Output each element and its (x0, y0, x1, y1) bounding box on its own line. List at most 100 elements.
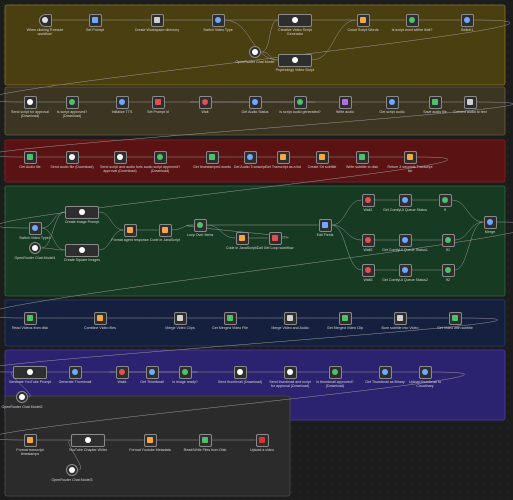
node-label: Merge Video Clips (165, 326, 195, 330)
workflow-node[interactable] (38, 13, 52, 27)
workflow-node[interactable] (158, 223, 172, 237)
workflow-node[interactable] (65, 463, 78, 476)
node-label: Switch Video Type (203, 28, 233, 32)
workflow-node[interactable] (173, 311, 187, 325)
workflow-node[interactable] (418, 365, 432, 379)
workflow-node[interactable] (28, 221, 42, 235)
workflow-node[interactable] (145, 365, 159, 379)
workflow-node[interactable] (123, 223, 137, 237)
node-label: OpenRouter Chat Model (235, 60, 275, 64)
workflow-node[interactable] (68, 365, 82, 379)
workflow-node[interactable] (398, 193, 412, 207)
workflow-node[interactable] (405, 13, 419, 27)
workflow-node[interactable] (233, 365, 247, 379)
node-icon (342, 99, 348, 105)
workflow-node[interactable] (361, 193, 375, 207)
workflow-node[interactable] (243, 150, 257, 164)
workflow-node[interactable] (115, 95, 129, 109)
workflow-node[interactable] (23, 311, 37, 325)
node-label: Get timestamped words (193, 165, 231, 169)
workflow-node[interactable] (355, 150, 369, 164)
workflow-node[interactable] (15, 390, 28, 403)
workflow-node[interactable] (143, 433, 157, 447)
workflow-node[interactable] (318, 218, 332, 232)
workflow-node[interactable] (463, 95, 477, 109)
workflow-node[interactable] (448, 311, 462, 325)
workflow-node[interactable] (248, 45, 261, 58)
node-label: Get Audio Transcript (233, 165, 267, 169)
node-label: Format agent response (111, 238, 149, 242)
node-label: Set Prompt id (147, 110, 169, 114)
workflow-node[interactable] (438, 193, 452, 207)
workflow-node[interactable] (13, 365, 47, 379)
node-icon (237, 369, 243, 375)
workflow-node[interactable] (338, 311, 352, 325)
workflow-node[interactable] (248, 95, 262, 109)
workflow-node[interactable] (23, 95, 37, 109)
section-band (4, 185, 506, 297)
workflow-node[interactable] (88, 13, 102, 27)
node-icon (119, 99, 125, 105)
node-label: Get Merged Video Clip (326, 326, 364, 330)
workflow-node[interactable] (65, 243, 99, 257)
workflow-node[interactable] (361, 233, 375, 247)
workflow-node[interactable] (115, 365, 129, 379)
workflow-node[interactable] (283, 365, 297, 379)
workflow-node[interactable] (428, 95, 442, 109)
node-label: Get Merged Video File (212, 326, 248, 330)
workflow-node[interactable] (483, 215, 497, 229)
workflow-node[interactable] (205, 150, 219, 164)
node-label: Get Thumbnail (140, 380, 164, 384)
workflow-node[interactable] (150, 13, 164, 27)
workflow-node[interactable] (378, 365, 392, 379)
workflow-node[interactable] (283, 311, 297, 325)
workflow-node[interactable] (65, 150, 79, 164)
workflow-node[interactable] (315, 150, 329, 164)
workflow-node[interactable] (398, 233, 412, 247)
workflow-node[interactable] (211, 13, 225, 27)
workflow-node[interactable] (198, 95, 212, 109)
node-label: Is thumbnail approved? (Download) (316, 380, 354, 389)
workflow-node[interactable] (398, 263, 412, 277)
workflow-node[interactable] (278, 13, 312, 27)
workflow-node[interactable] (23, 433, 37, 447)
node-icon (92, 17, 98, 23)
workflow-node[interactable] (441, 263, 455, 277)
workflow-node[interactable] (28, 241, 41, 254)
workflow-node[interactable] (71, 433, 105, 447)
workflow-node[interactable] (193, 218, 207, 232)
workflow-node[interactable] (153, 150, 167, 164)
node-icon (202, 99, 208, 105)
workflow-node[interactable] (93, 311, 107, 325)
workflow-node[interactable] (223, 311, 237, 325)
workflow-node[interactable] (385, 95, 399, 109)
node-label: Creative Video Script Generator (278, 28, 312, 37)
workflow-node[interactable] (65, 205, 99, 219)
workflow-node[interactable] (328, 365, 342, 379)
node-icon (32, 225, 38, 231)
connection (98, 211, 124, 231)
workflow-node[interactable] (65, 95, 79, 109)
workflow-node[interactable] (393, 311, 407, 325)
workflow-node[interactable] (255, 433, 269, 447)
workflow-node[interactable] (293, 95, 307, 109)
workflow-node[interactable] (441, 233, 455, 247)
node-icon (360, 17, 366, 23)
workflow-node[interactable] (23, 150, 37, 164)
workflow-node[interactable] (113, 150, 127, 164)
workflow-node[interactable] (361, 263, 375, 277)
workflow-node[interactable] (151, 95, 165, 109)
workflow-node[interactable] (338, 95, 352, 109)
workflow-node[interactable] (356, 13, 370, 27)
workflow-node[interactable] (460, 13, 474, 27)
workflow-node[interactable] (403, 150, 417, 164)
workflow-node[interactable] (278, 53, 312, 67)
workflow-node[interactable] (198, 433, 212, 447)
node-icon (27, 437, 33, 443)
node-label: OpenRouter Chat Model2 (1, 405, 43, 409)
workflow-node[interactable] (268, 231, 282, 245)
node-label: Get Video with subtitle (437, 326, 473, 330)
workflow-node[interactable] (178, 365, 192, 379)
workflow-node[interactable] (276, 150, 290, 164)
workflow-node[interactable] (235, 231, 249, 245)
